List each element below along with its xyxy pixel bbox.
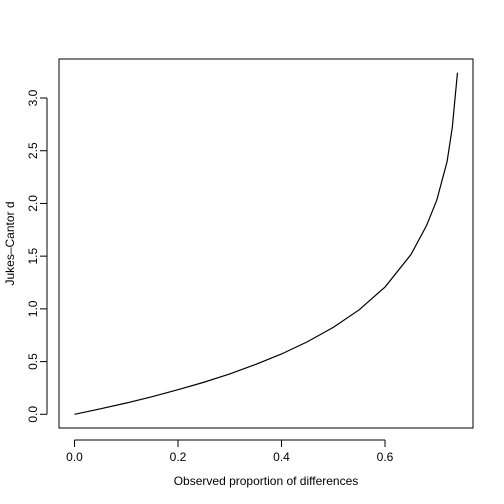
series-layer xyxy=(74,72,459,415)
x-axis-label: Observed proportion of differences xyxy=(174,474,359,488)
y-tick-label: 0.5 xyxy=(26,353,40,370)
y-tick-label: 0.0 xyxy=(26,406,40,423)
y-tick-label: 1.5 xyxy=(26,247,40,264)
x-axis: 0.0 0.2 0.4 0.6 xyxy=(66,439,394,464)
series-line xyxy=(74,72,459,415)
y-tick-label: 1.0 xyxy=(26,300,40,317)
y-tick-label: 2.0 xyxy=(26,195,40,212)
y-tick-label: 3.0 xyxy=(26,89,40,106)
y-axis-label: Jukes–Cantor d xyxy=(3,201,17,285)
y-tick-label: 2.5 xyxy=(26,142,40,159)
plot-frame xyxy=(58,58,474,429)
x-tick-label: 0.6 xyxy=(377,450,394,464)
x-tick-label: 0.2 xyxy=(170,450,187,464)
x-tick-label: 0.4 xyxy=(273,450,290,464)
x-tick-label: 0.0 xyxy=(66,450,83,464)
y-axis: 0.0 0.5 1.0 1.5 2.0 2.5 3.0 xyxy=(26,89,48,423)
